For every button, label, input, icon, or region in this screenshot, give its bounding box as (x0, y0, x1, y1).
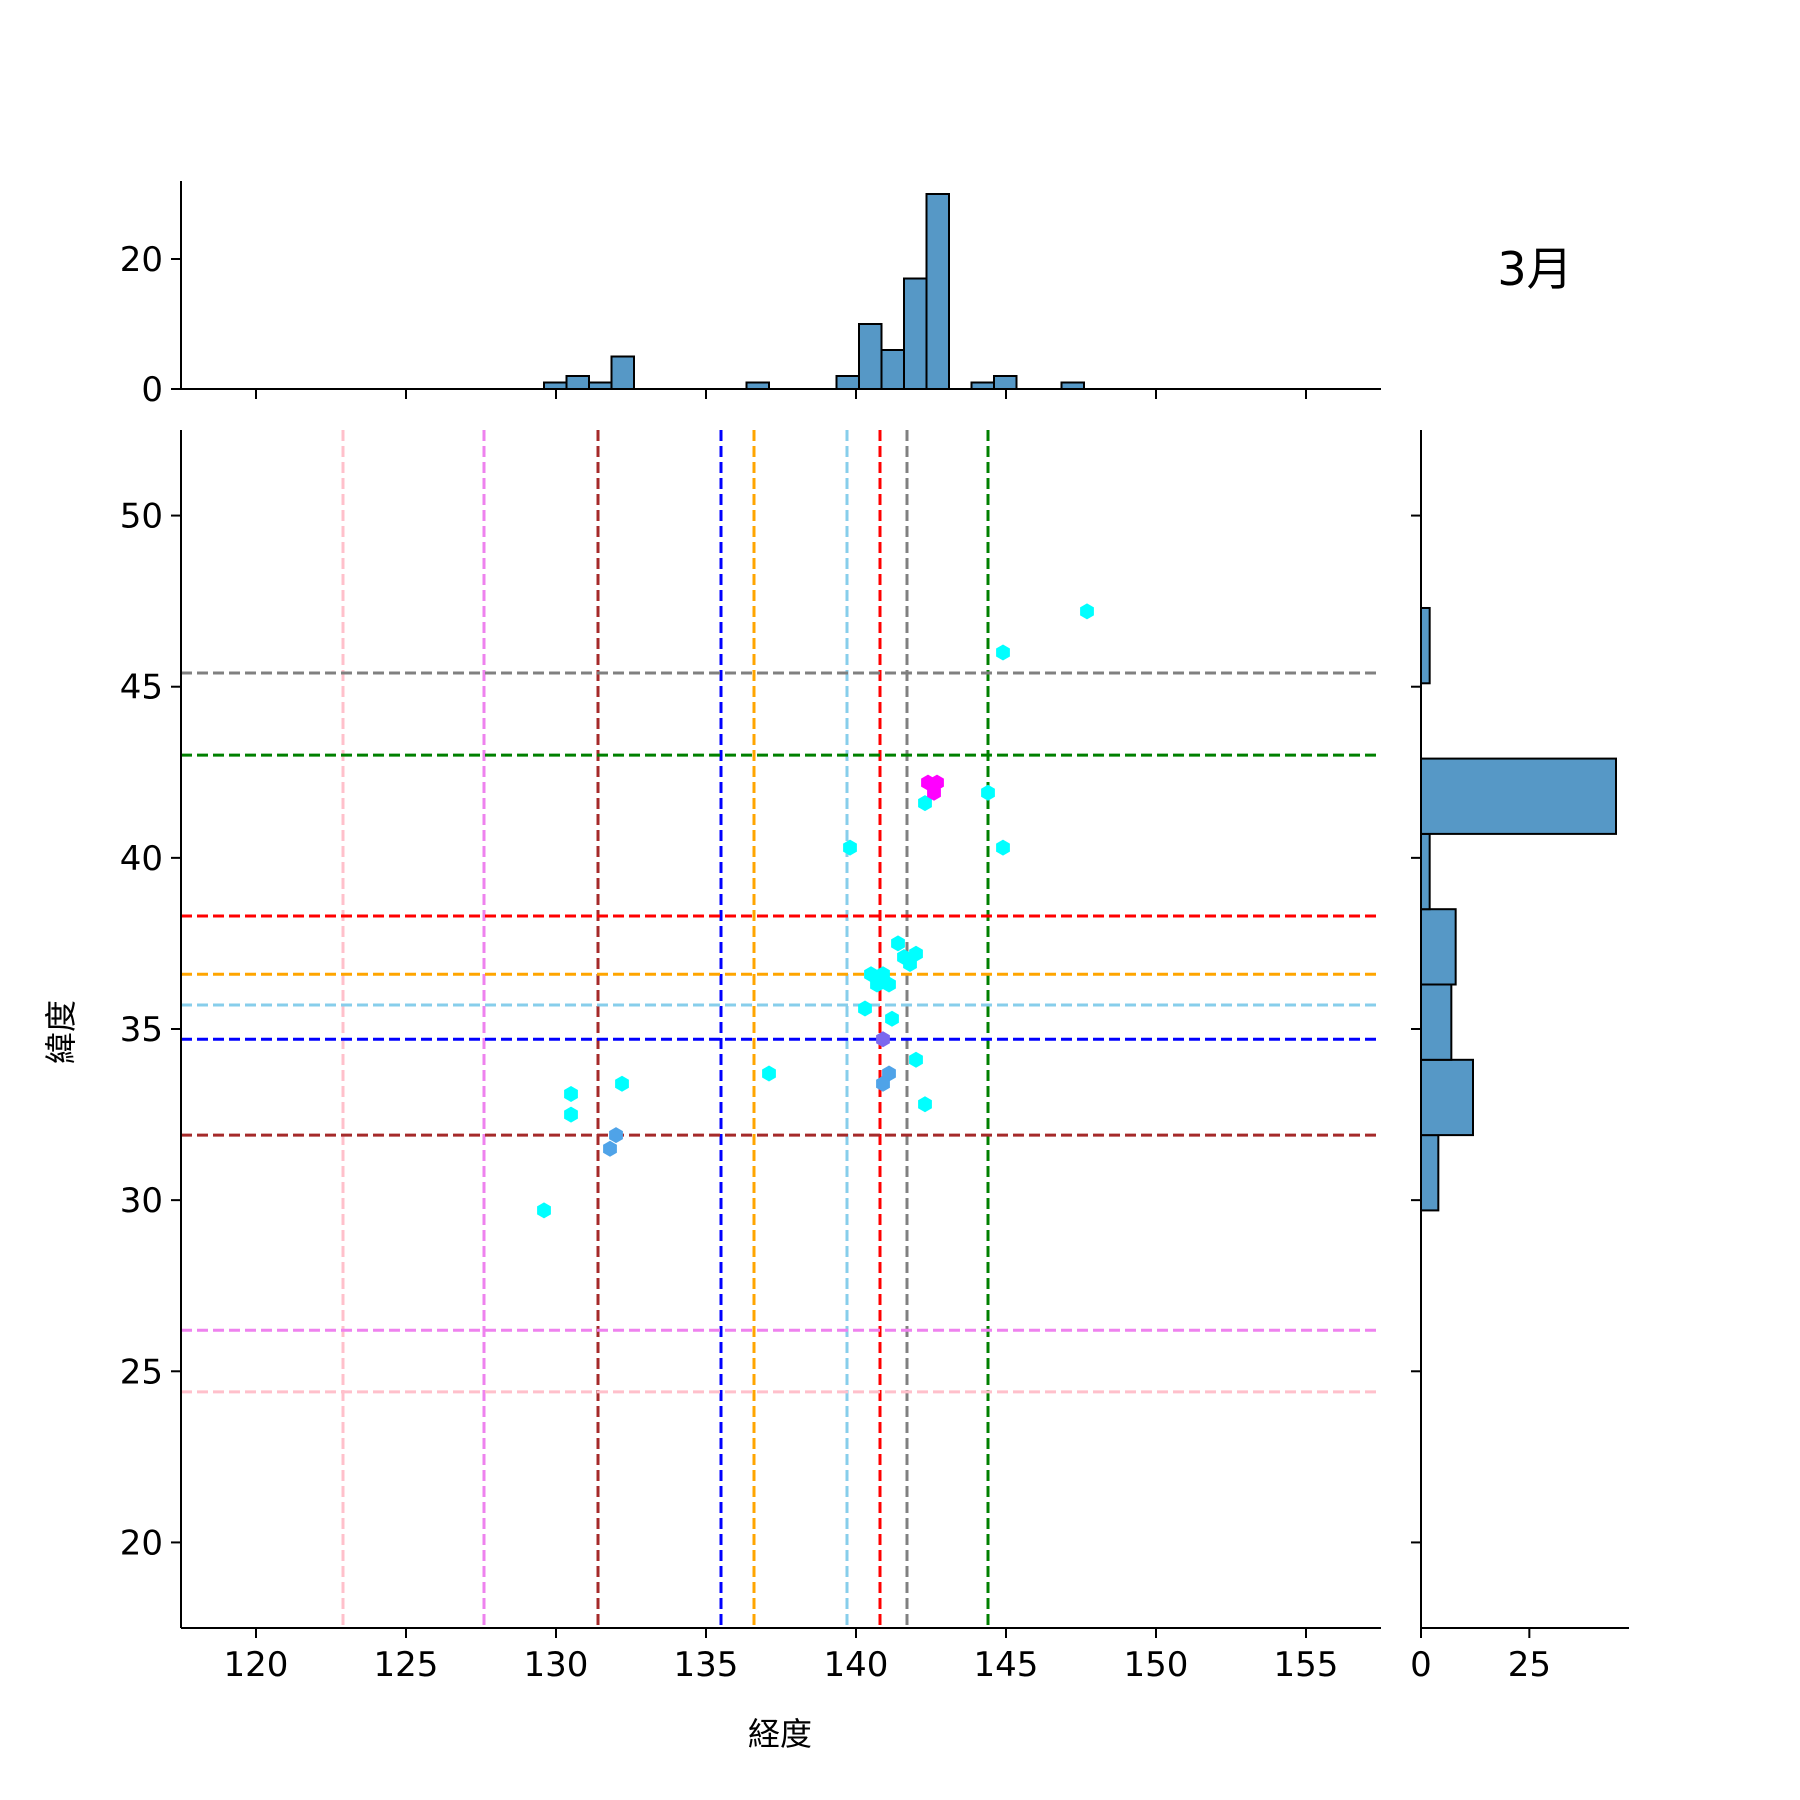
y-tick-label: 40 (120, 839, 163, 879)
histogram-bar (903, 277, 928, 390)
x-tick-label: 145 (974, 1645, 1039, 1685)
chart-title: 3月 (1497, 242, 1572, 296)
scatter-plot-area: 120 125 130 135 140 145 150 155 20 25 30 35 40 45 50 (120, 430, 1381, 1685)
scatter-point (909, 1051, 923, 1068)
scatter-point (927, 784, 941, 801)
y-marginal-histogram: 0 25 (1410, 430, 1629, 1685)
scatter-point (996, 644, 1010, 661)
scatter-point (762, 1065, 776, 1082)
histogram-bar (1420, 1134, 1440, 1212)
top-hist-y-tick-label: 0 (141, 370, 163, 410)
histogram-bar (993, 375, 1018, 390)
scatter-point (903, 956, 917, 972)
histogram-bar (1420, 983, 1453, 1061)
y-tick-label: 25 (120, 1352, 163, 1392)
histogram-bar (1420, 832, 1431, 911)
scatter-point (996, 839, 1010, 856)
x-marginal-histogram: 0 20 (120, 181, 1381, 410)
histogram-bar (1420, 757, 1617, 835)
x-tick-label: 135 (674, 1645, 739, 1685)
x-tick-label: 125 (374, 1645, 439, 1685)
scatter-point (603, 1140, 617, 1157)
histogram-bar (858, 323, 883, 390)
histogram-bar (1420, 606, 1431, 685)
scatter-point (537, 1202, 551, 1219)
x-tick-label: 120 (224, 1645, 289, 1685)
scatter-point (876, 1031, 890, 1048)
x-axis-label: 経度 (748, 1715, 812, 1753)
y-axis-label: 緯度 (42, 1000, 80, 1064)
y-tick-label: 20 (120, 1523, 163, 1563)
scatter-point (1080, 603, 1094, 620)
main-axes: 120 125 130 135 140 145 150 155 20 25 30 35 40 45 50 (120, 430, 1381, 1685)
histogram-bar (835, 375, 860, 390)
x-tick-label: 155 (1274, 1645, 1339, 1685)
histogram-bar (610, 355, 635, 390)
scatter-points (537, 603, 1094, 1219)
scatter-point (843, 839, 857, 856)
histogram-bar (880, 349, 905, 390)
histogram-bar (565, 375, 590, 390)
scatter-point (564, 1086, 578, 1102)
scatter-point (858, 1000, 872, 1017)
right-hist-x-tick-label: 0 (1410, 1645, 1432, 1685)
y-tick-label: 30 (120, 1181, 163, 1221)
y-tick-label: 35 (120, 1010, 163, 1050)
reference-lines (181, 430, 1381, 1628)
histogram-bar (1420, 1058, 1474, 1137)
right-hist-x-tick-label: 25 (1508, 1645, 1551, 1685)
scatter-point (564, 1106, 578, 1123)
scatter-point (885, 1010, 899, 1027)
scatter-point (870, 976, 884, 993)
scatter-point (615, 1075, 629, 1092)
x-tick-label: 140 (824, 1645, 889, 1685)
scatter-point (882, 976, 896, 993)
scatter-point (876, 1075, 890, 1092)
scatter-point (918, 795, 932, 812)
histogram-bar (1420, 908, 1457, 986)
y-tick-label: 45 (120, 668, 163, 708)
x-tick-label: 150 (1124, 1645, 1189, 1685)
y-tick-label: 50 (120, 497, 163, 537)
histogram-bar (925, 193, 950, 390)
x-tick-label: 130 (524, 1645, 589, 1685)
scatter-point (609, 1127, 623, 1144)
scatter-point (918, 1096, 932, 1113)
scatter-point (981, 784, 995, 801)
scatter-point (891, 935, 905, 952)
top-hist-y-tick-label: 20 (120, 240, 163, 280)
